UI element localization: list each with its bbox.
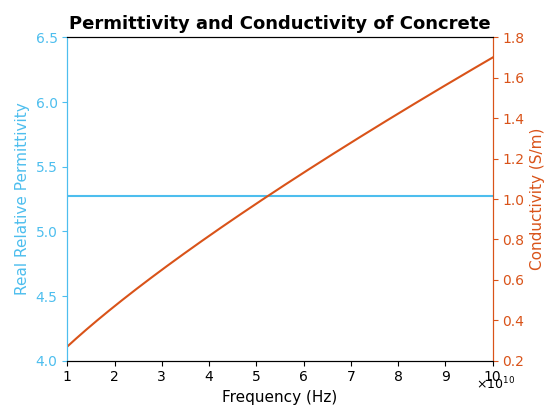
X-axis label: Frequency (Hz): Frequency (Hz) bbox=[222, 390, 338, 405]
Y-axis label: Real Relative Permittivity: Real Relative Permittivity bbox=[15, 102, 30, 295]
Text: $\times10^{10}$: $\times10^{10}$ bbox=[476, 376, 515, 393]
Title: Permittivity and Conductivity of Concrete: Permittivity and Conductivity of Concret… bbox=[69, 15, 491, 33]
Y-axis label: Conductivity (S/m): Conductivity (S/m) bbox=[530, 128, 545, 270]
